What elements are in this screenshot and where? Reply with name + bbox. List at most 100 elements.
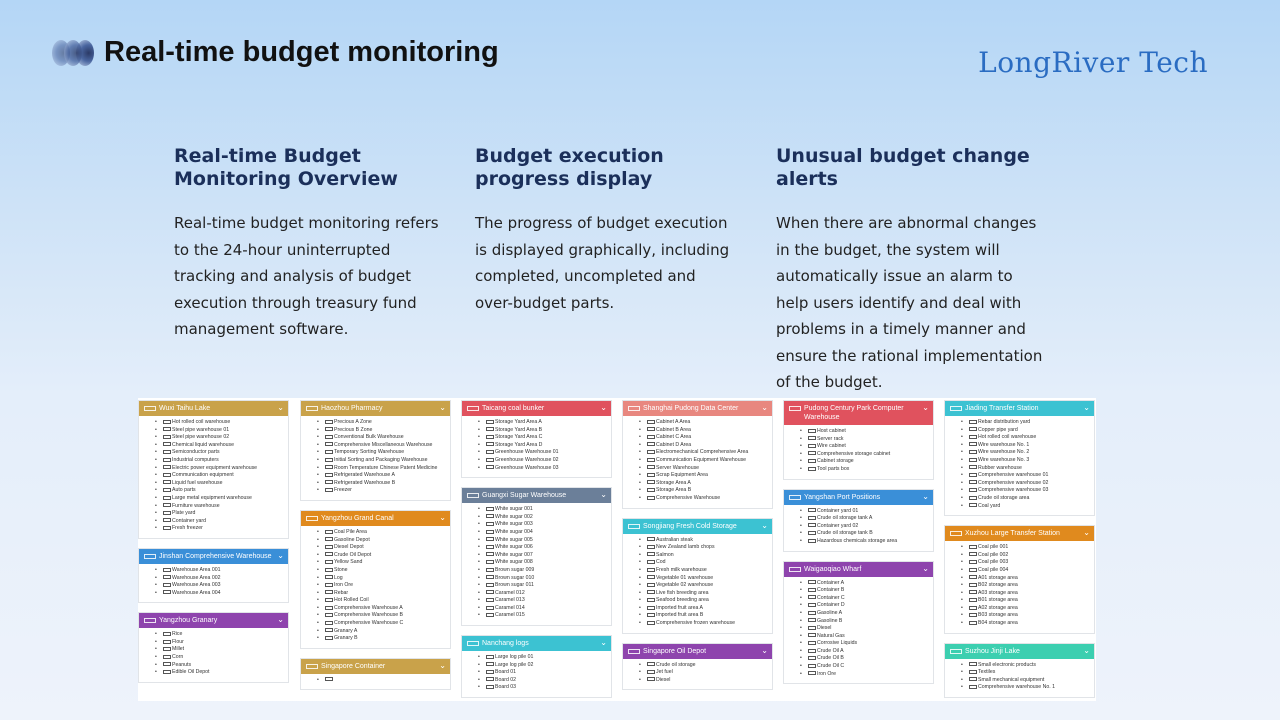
storage-list-item[interactable]: White sugar 008 <box>478 559 607 567</box>
storage-list-item[interactable]: B02 storage area <box>961 582 1090 590</box>
storage-list-item[interactable]: Refrigerated Warehouse B <box>317 480 446 488</box>
storage-list-item[interactable]: Refrigerated Warehouse A <box>317 472 446 480</box>
storage-list-item[interactable]: Edible Oil Depot <box>155 669 284 677</box>
storage-list-item[interactable]: Rebar <box>317 590 446 598</box>
chevron-down-icon[interactable]: ⌄ <box>439 512 446 522</box>
storage-list-item[interactable]: Coal yard <box>961 503 1090 511</box>
storage-list-item[interactable]: Comprehensive Warehouse <box>639 495 768 503</box>
panel-header[interactable]: Yangzhou Granary ⌄ <box>139 613 288 629</box>
storage-list-item[interactable]: Initial Sorting and Packaging Warehouse <box>317 457 446 465</box>
chevron-down-icon[interactable]: ⌄ <box>1083 645 1090 655</box>
storage-list-item[interactable]: Comprehensive Warehouse B <box>317 612 446 620</box>
storage-list-item[interactable]: Storage Yard Area D <box>478 442 607 450</box>
storage-list-item[interactable]: Steel pipe warehouse 02 <box>155 434 284 442</box>
chevron-down-icon[interactable]: ⌄ <box>922 491 929 501</box>
panel-header[interactable]: Taicang coal bunker ⌄ <box>462 401 611 416</box>
storage-list-item[interactable]: Gasoline A <box>800 610 929 618</box>
storage-list-item[interactable]: Corn <box>155 654 284 662</box>
storage-list-item[interactable]: Crude oil storage <box>639 662 768 670</box>
storage-list-item[interactable]: Greenhouse Warehouse 01 <box>478 449 607 457</box>
chevron-down-icon[interactable]: ⌄ <box>277 550 284 560</box>
storage-list-item[interactable]: Large log pile 01 <box>478 654 607 662</box>
storage-list-item[interactable]: Crude oil storage tank B <box>800 530 929 538</box>
chevron-down-icon[interactable]: ⌄ <box>761 403 768 412</box>
storage-list-item[interactable]: Crude Oil A <box>800 648 929 656</box>
chevron-down-icon[interactable]: ⌄ <box>277 403 284 412</box>
storage-list-item[interactable]: Corrosive Liquids <box>800 640 929 648</box>
storage-list-item[interactable]: Auto parts <box>155 487 284 495</box>
chevron-down-icon[interactable]: ⌄ <box>277 615 284 625</box>
storage-list-item[interactable]: Coal pile 001 <box>961 544 1090 552</box>
storage-list-item[interactable]: Coal pile 003 <box>961 559 1090 567</box>
storage-list-item[interactable]: Communication Equipment Warehouse <box>639 457 768 465</box>
storage-list-item[interactable]: Communication equipment <box>155 472 284 480</box>
storage-list-item[interactable]: Stone <box>317 567 446 575</box>
storage-list-item[interactable]: Comprehensive warehouse No. 1 <box>961 684 1090 692</box>
storage-list-item[interactable]: Warehouse Area 001 <box>155 567 284 575</box>
storage-list-item[interactable]: Warehouse Area 004 <box>155 590 284 598</box>
storage-list-item[interactable]: Chemical liquid warehouse <box>155 442 284 450</box>
storage-list-item[interactable]: Cabinet C Area <box>639 434 768 442</box>
storage-list-item[interactable]: Diesel Depot <box>317 544 446 552</box>
chevron-down-icon[interactable]: ⌄ <box>600 638 607 648</box>
storage-list-item[interactable]: Container yard <box>155 518 284 526</box>
storage-list-item[interactable]: Small mechanical equipment <box>961 677 1090 685</box>
storage-list-item[interactable] <box>317 677 446 685</box>
storage-list-item[interactable]: Caramel 015 <box>478 612 607 620</box>
storage-list-item[interactable]: Steel pipe warehouse 01 <box>155 427 284 435</box>
storage-list-item[interactable]: Warehouse Area 003 <box>155 582 284 590</box>
storage-list-item[interactable]: White sugar 005 <box>478 537 607 545</box>
storage-list-item[interactable]: Comprehensive storage cabinet <box>800 451 929 459</box>
storage-list-item[interactable]: Greenhouse Warehouse 03 <box>478 465 607 473</box>
storage-list-item[interactable]: Hazardous chemicals storage area <box>800 538 929 546</box>
panel-header[interactable]: Songjiang Fresh Cold Storage ⌄ <box>623 518 772 534</box>
storage-list-item[interactable]: Crude oil storage area <box>961 495 1090 503</box>
storage-list-item[interactable]: White sugar 007 <box>478 552 607 560</box>
storage-list-item[interactable]: White sugar 006 <box>478 544 607 552</box>
storage-list-item[interactable]: Comprehensive Miscellaneous Warehouse <box>317 442 446 450</box>
storage-list-item[interactable]: Flour <box>155 639 284 647</box>
storage-list-item[interactable]: A02 storage area <box>961 605 1090 613</box>
storage-list-item[interactable]: Natural Gas <box>800 633 929 641</box>
panel-header[interactable]: Wuxi Taihu Lake ⌄ <box>139 401 288 416</box>
storage-list-item[interactable]: Live fish breeding area <box>639 590 768 598</box>
storage-list-item[interactable]: Wire warehouse No. 2 <box>961 449 1090 457</box>
storage-list-item[interactable]: Brown sugar 009 <box>478 567 607 575</box>
storage-list-item[interactable]: Granary B <box>317 635 446 643</box>
storage-list-item[interactable]: Liquid fuel warehouse <box>155 480 284 488</box>
storage-list-item[interactable]: Host cabinet <box>800 428 929 436</box>
storage-list-item[interactable]: Large metal equipment warehouse <box>155 495 284 503</box>
storage-list-item[interactable]: Gasoline B <box>800 618 929 626</box>
panel-header[interactable]: Shanghai Pudong Data Center ⌄ <box>623 401 772 416</box>
chevron-down-icon[interactable]: ⌄ <box>922 403 929 412</box>
storage-list-item[interactable]: Container yard 01 <box>800 508 929 516</box>
storage-list-item[interactable]: Industrial computers <box>155 457 284 465</box>
storage-list-item[interactable]: Comprehensive frozen warehouse <box>639 620 768 628</box>
storage-list-item[interactable]: Comprehensive Warehouse C <box>317 620 446 628</box>
storage-list-item[interactable]: B04 storage area <box>961 620 1090 628</box>
storage-list-item[interactable]: Copper pipe yard <box>961 427 1090 435</box>
storage-list-item[interactable]: Semiconductor parts <box>155 449 284 457</box>
panel-header[interactable]: Waigaoqiao Wharf ⌄ <box>784 561 933 577</box>
storage-list-item[interactable]: Salmon <box>639 552 768 560</box>
storage-list-item[interactable]: Cabinet D Area <box>639 442 768 450</box>
storage-list-item[interactable]: Container B <box>800 587 929 595</box>
storage-list-item[interactable]: Cabinet B Area <box>639 427 768 435</box>
chevron-down-icon[interactable]: ⌄ <box>600 403 607 412</box>
storage-list-item[interactable]: Fresh freezer <box>155 525 284 533</box>
storage-list-item[interactable]: Hot rolled coil warehouse <box>961 434 1090 442</box>
storage-list-item[interactable]: Iron Ore <box>800 671 929 679</box>
storage-list-item[interactable]: Freezer <box>317 487 446 495</box>
chevron-down-icon[interactable]: ⌄ <box>761 645 768 655</box>
storage-list-item[interactable]: Fresh milk warehouse <box>639 567 768 575</box>
storage-list-item[interactable]: Millet <box>155 646 284 654</box>
storage-list-item[interactable]: Caramel 014 <box>478 605 607 613</box>
storage-list-item[interactable]: Caramel 013 <box>478 597 607 605</box>
panel-header[interactable]: Singapore Container ⌄ <box>301 658 450 674</box>
storage-list-item[interactable]: Board 01 <box>478 669 607 677</box>
storage-list-item[interactable]: Crude Oil B <box>800 655 929 663</box>
storage-list-item[interactable]: Diesel <box>800 625 929 633</box>
storage-list-item[interactable]: Imported fruit area B <box>639 612 768 620</box>
storage-list-item[interactable]: Peanuts <box>155 662 284 670</box>
storage-list-item[interactable]: Diesel <box>639 677 768 685</box>
